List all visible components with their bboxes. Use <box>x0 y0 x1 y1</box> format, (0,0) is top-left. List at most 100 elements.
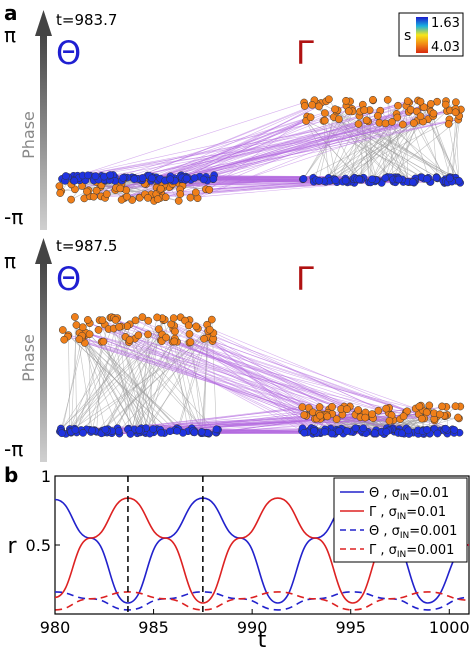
node <box>344 107 353 116</box>
node <box>316 411 324 420</box>
x-tick-label: 985 <box>138 618 169 637</box>
legend: Θ , σIN=0.01 Γ , σIN=0.01 Θ , σIN=0.001 Γ ,… <box>333 477 468 563</box>
time-label-bottom: t=987.5 <box>56 237 117 255</box>
edge <box>113 328 303 432</box>
node <box>321 109 329 117</box>
edge <box>118 326 149 432</box>
node <box>441 424 450 433</box>
node <box>416 97 425 106</box>
y-tick-label: 1 <box>41 467 51 486</box>
node <box>398 120 407 129</box>
edge <box>302 120 418 180</box>
node <box>161 193 170 202</box>
phase-arrow-head-2 <box>35 238 52 264</box>
node <box>300 102 309 110</box>
edge <box>173 329 195 433</box>
node <box>300 428 309 437</box>
edge <box>185 120 418 178</box>
edge <box>405 105 408 182</box>
node <box>310 426 318 435</box>
phase-arrow-shaft <box>40 34 47 230</box>
y-tick-label: 0.5 <box>26 536 51 555</box>
edge <box>76 120 418 179</box>
node <box>369 95 377 104</box>
colorbar-min-label: 4.03 <box>431 40 460 55</box>
node <box>84 171 92 180</box>
x-tick-label: 1000 <box>429 618 470 637</box>
node <box>75 335 84 344</box>
y-axis-label: r <box>7 534 17 559</box>
node <box>388 118 396 126</box>
legend-entry-2: Θ , σIN=0.001 <box>369 524 457 541</box>
node <box>298 403 307 411</box>
node <box>445 174 454 183</box>
edge <box>84 342 189 432</box>
node <box>343 405 351 414</box>
node <box>354 406 363 414</box>
node <box>156 184 165 193</box>
node <box>416 112 425 121</box>
edge <box>73 119 459 177</box>
node <box>166 427 174 436</box>
network-top <box>55 95 465 205</box>
node <box>438 402 446 411</box>
node <box>153 313 161 322</box>
edge <box>306 120 428 180</box>
node <box>418 414 426 423</box>
node <box>393 113 402 122</box>
edge <box>303 102 460 182</box>
edge <box>207 337 312 432</box>
node <box>138 174 147 182</box>
node <box>191 188 200 197</box>
node <box>190 428 199 437</box>
network-bottom <box>56 313 465 438</box>
node <box>176 190 185 198</box>
edge <box>61 335 83 434</box>
edge <box>180 317 401 420</box>
node <box>184 321 193 330</box>
node <box>306 113 315 122</box>
node <box>433 429 442 438</box>
node <box>119 173 127 182</box>
gamma-symbol-bottom: Γ <box>296 260 314 298</box>
node <box>394 101 402 110</box>
node <box>331 105 339 114</box>
gamma-symbol-top: Γ <box>296 34 314 72</box>
node <box>212 425 221 434</box>
node <box>123 192 131 201</box>
node <box>373 111 382 120</box>
edge <box>417 100 461 183</box>
node <box>351 424 360 433</box>
edge <box>103 334 149 433</box>
edge <box>79 332 144 430</box>
edge <box>120 326 149 432</box>
node <box>98 316 107 325</box>
node <box>130 175 139 183</box>
node <box>331 176 340 185</box>
node <box>169 314 178 322</box>
edge <box>103 320 164 433</box>
edge <box>201 337 209 432</box>
node <box>106 171 115 179</box>
node <box>135 426 144 434</box>
node <box>360 106 369 115</box>
node <box>88 426 97 435</box>
edge <box>69 319 116 430</box>
node <box>209 175 218 183</box>
node <box>355 175 364 184</box>
node <box>308 101 316 109</box>
edge <box>84 120 418 199</box>
chart-b: 980 985 990 995 1000 0.5 1 t r Θ , σIN=0.01 Γ ,… <box>7 467 469 653</box>
x-tick-label: 990 <box>237 618 268 637</box>
phase-top-tick: π <box>4 23 16 47</box>
node <box>432 173 441 182</box>
node <box>162 333 170 342</box>
snapshot-bottom: π -π Phase t=987.5 Θ Γ <box>4 237 465 462</box>
edge <box>178 329 210 430</box>
node <box>399 412 408 421</box>
node <box>370 429 379 437</box>
node <box>429 109 438 118</box>
edge <box>117 318 133 432</box>
edge <box>155 119 459 178</box>
node <box>300 411 309 419</box>
